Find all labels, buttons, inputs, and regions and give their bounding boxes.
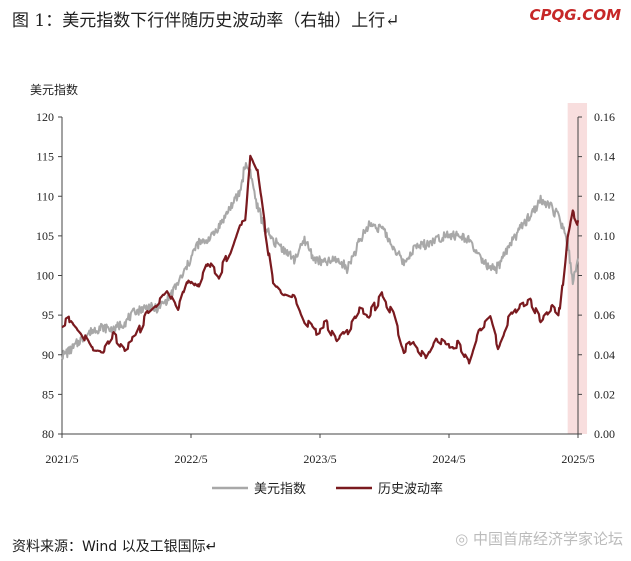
x-tick-label: 2024/5 (432, 452, 465, 466)
series-lines (61, 154, 580, 365)
x-tick-label: 2022/5 (174, 452, 207, 466)
right-tick-label: 0.04 (594, 348, 615, 362)
left-axis-title: 美元指数 (30, 82, 78, 97)
watermark-text: ◎ 中国首席经济学家论坛 (455, 530, 623, 548)
right-tick-label: 0.08 (594, 269, 615, 283)
left-tick-label: 115 (36, 150, 54, 164)
legend-item-dxy-label: 美元指数 (254, 482, 306, 497)
highlight-band (567, 103, 588, 434)
right-tick-label: 0.06 (594, 308, 615, 322)
left-tick-label: 90 (42, 348, 54, 362)
source-note: 资料来源：Wind 以及工银国际↵ (12, 539, 218, 555)
chart-title: 图 1：美元指数下行伴随历史波动率（右轴）上行↵ (12, 11, 400, 31)
left-tick-label: 120 (36, 110, 54, 124)
brand-logo-text[interactable]: CPQG.COM (529, 6, 621, 24)
legend: 美元指数 历史波动率 (212, 481, 443, 497)
left-tick-label: 85 (42, 387, 54, 401)
highlight-layer (567, 103, 588, 434)
right-tick-label: 0.12 (594, 189, 615, 203)
right-tick-label: 0.02 (594, 387, 615, 401)
left-tick-label: 105 (36, 229, 54, 243)
axes: 80 85 90 95 100 105 110 115 120 0.00 0.02 0.04 0.06 0… (30, 82, 615, 466)
x-tick-label: 2023/5 (303, 452, 336, 466)
left-tick-label: 80 (42, 427, 54, 441)
left-tick-label: 95 (42, 308, 54, 322)
right-tick-label: 0.16 (594, 110, 615, 124)
legend-item-volatility-label: 历史波动率 (378, 481, 443, 497)
right-tick-label: 0.10 (594, 229, 615, 243)
right-tick-label: 0.00 (594, 427, 615, 441)
right-tick-label: 0.14 (594, 150, 615, 164)
left-tick-label: 110 (36, 189, 54, 203)
left-tick-label: 100 (36, 269, 54, 283)
x-tick-label: 2021/5 (45, 452, 78, 466)
x-tick-label: 2025/5 (561, 452, 594, 466)
series-line-volatility (61, 154, 580, 365)
